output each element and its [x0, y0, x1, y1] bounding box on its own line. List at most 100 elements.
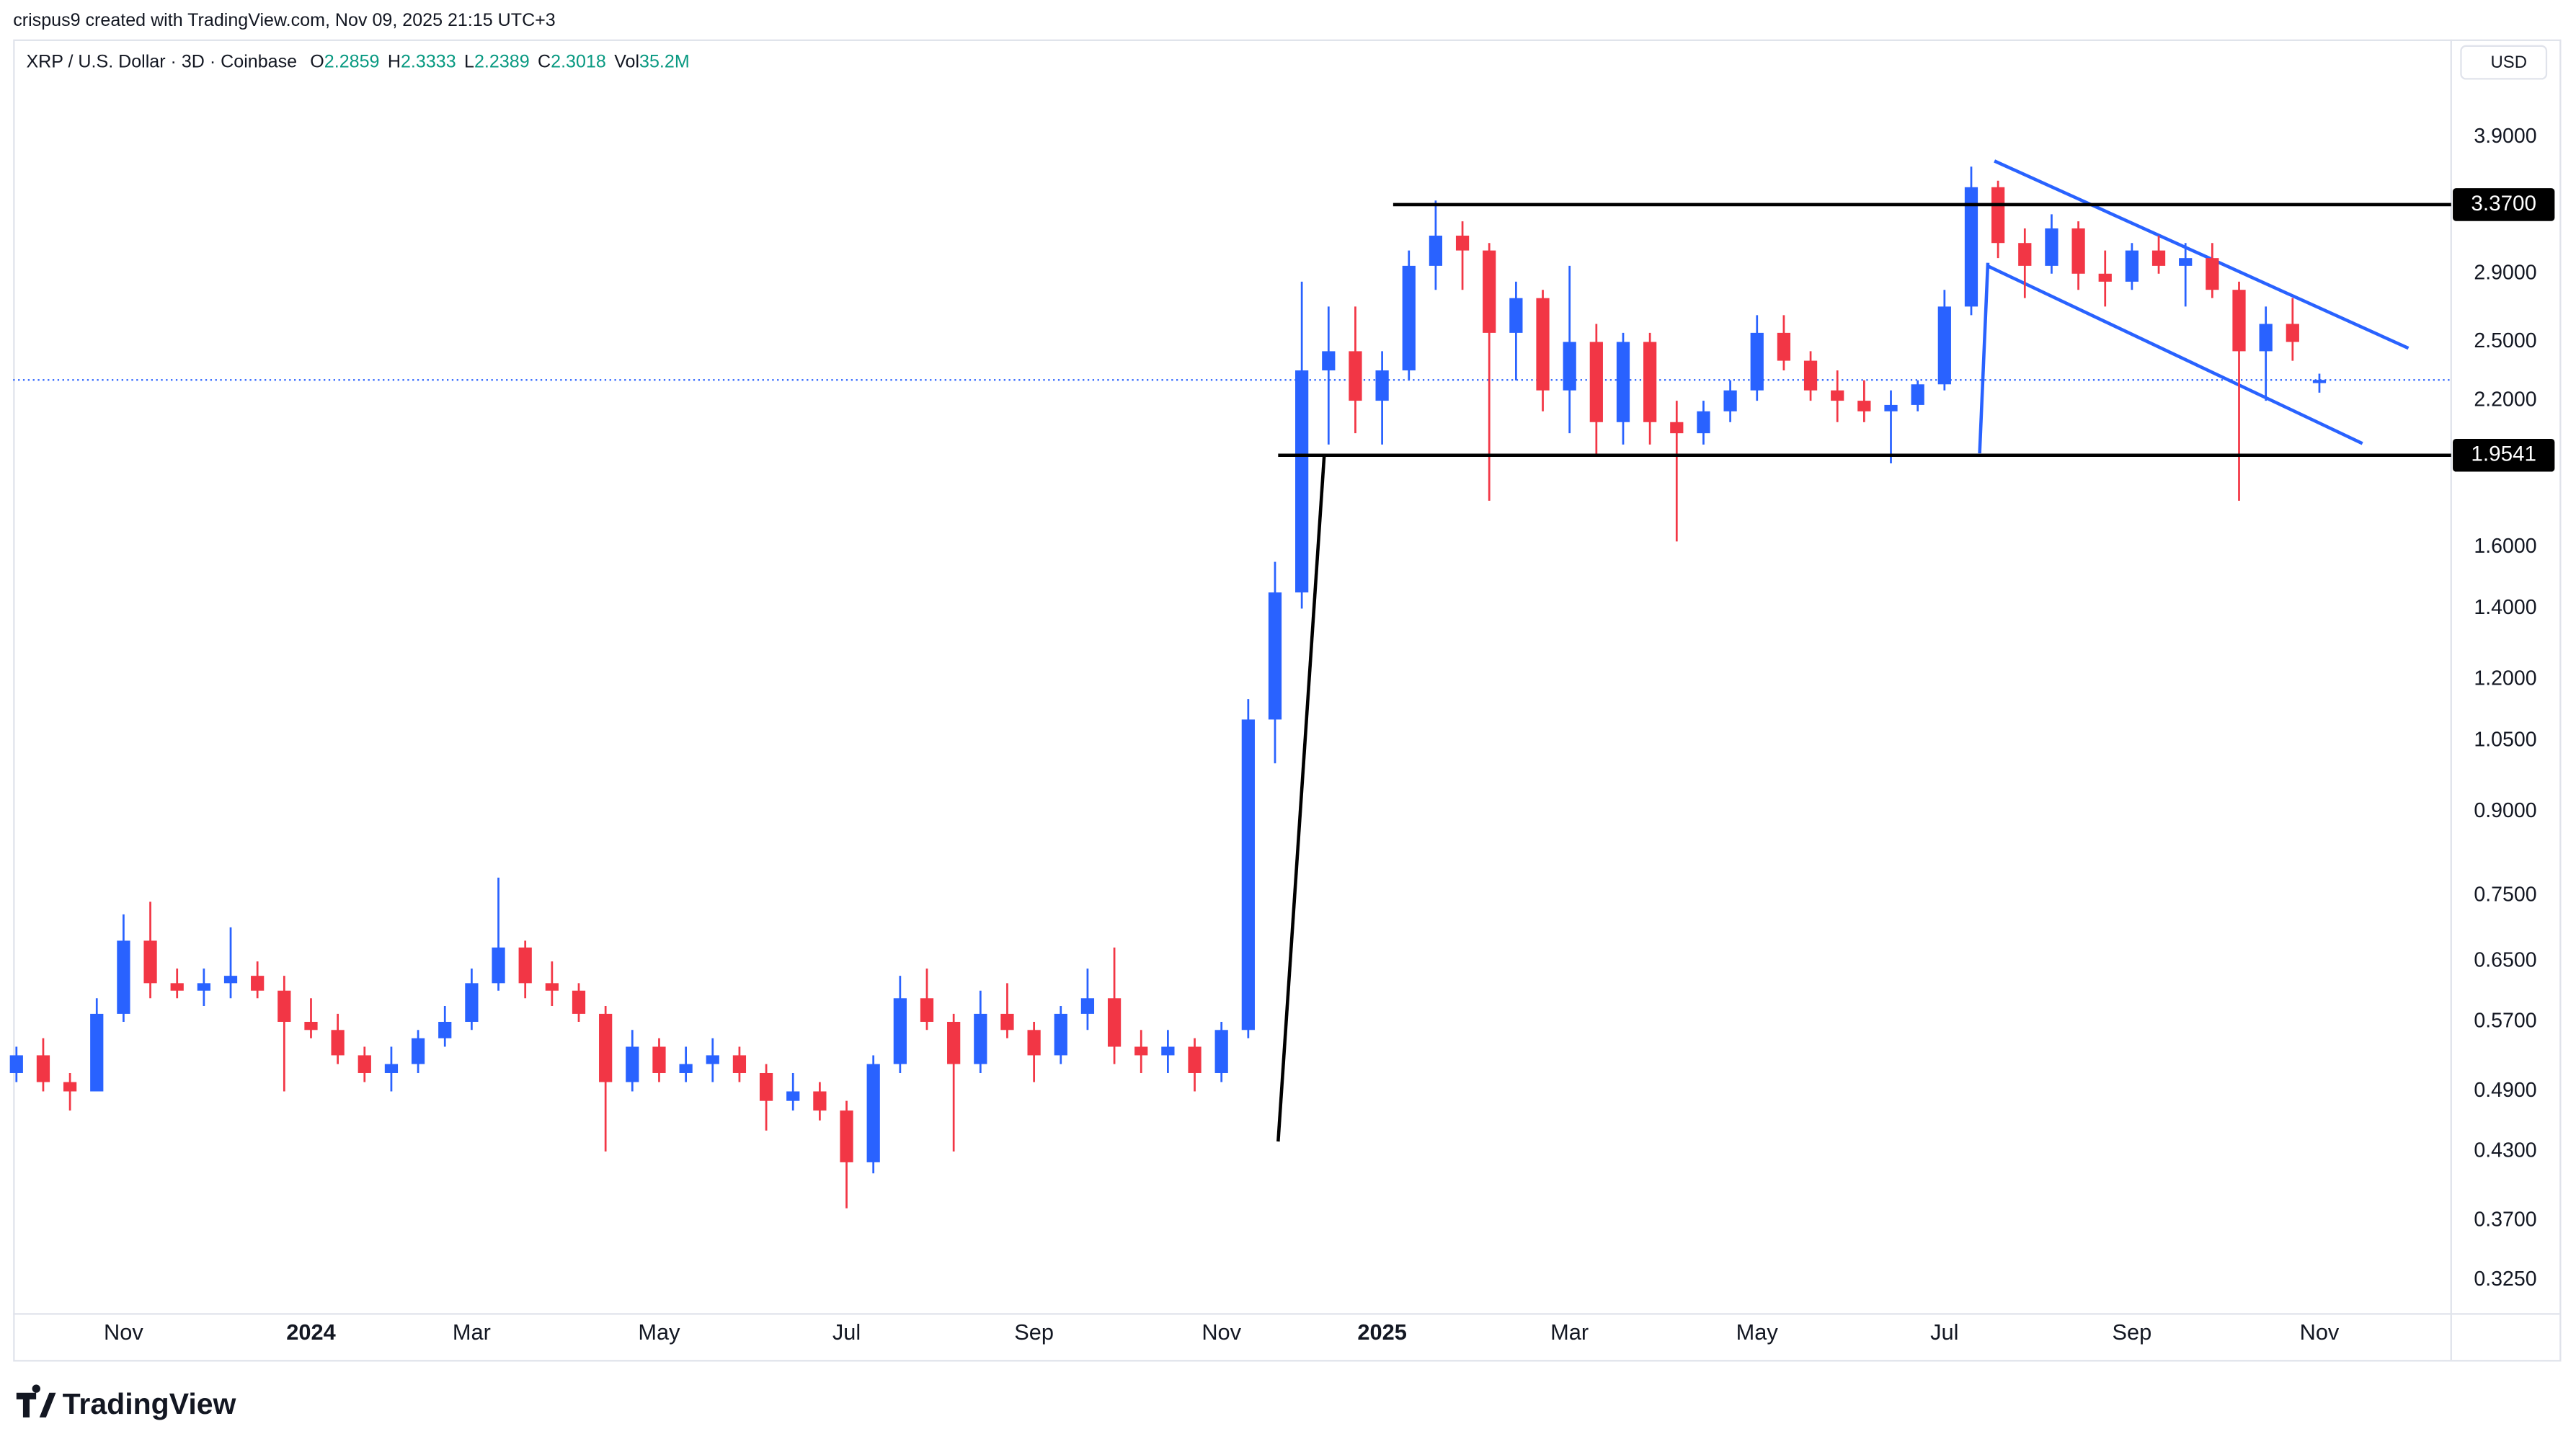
x-tick-label: Mar: [1550, 1319, 1589, 1345]
y-tick-label: 0.6500: [2474, 949, 2536, 972]
level-label-box: [2453, 438, 2555, 472]
x-tick-label: Mar: [453, 1319, 491, 1345]
candle-body: [384, 1064, 399, 1073]
candle-body: [2312, 380, 2327, 383]
candle-body: [170, 983, 184, 991]
candle-body: [545, 983, 559, 991]
x-tick-label: Jul: [832, 1319, 861, 1345]
candle-body: [63, 1082, 77, 1092]
currency-box[interactable]: [2460, 45, 2548, 80]
candle-body: [9, 1055, 23, 1073]
brand: TradingView: [16, 1384, 236, 1420]
candle-body: [1563, 342, 1576, 391]
candle-body: [2259, 324, 2273, 352]
candle-body: [1777, 332, 1791, 361]
candle-body: [492, 947, 505, 984]
y-tick-label: 0.4900: [2474, 1079, 2536, 1102]
y-tick-label: 2.9000: [2474, 261, 2536, 284]
ohlc-label: H: [388, 51, 401, 71]
candle-body: [679, 1064, 693, 1073]
y-tick-label: 0.9000: [2474, 799, 2536, 822]
x-tick-label: Nov: [2300, 1319, 2340, 1345]
trend-line: [1978, 262, 1990, 454]
candle-body: [1937, 306, 1951, 385]
candle-body: [2098, 273, 2112, 282]
y-tick-label: 1.0500: [2474, 729, 2536, 752]
y-tick-label: 3.9000: [2474, 125, 2536, 148]
y-tick-label: 2.2000: [2474, 388, 2536, 411]
level-label: 1.9541: [2471, 442, 2536, 466]
x-tick-label: May: [1736, 1319, 1779, 1345]
chart-frame: [13, 39, 2562, 1362]
candle-body: [1027, 1030, 1041, 1056]
candle-body: [411, 1038, 425, 1064]
channel-lower: [1987, 264, 2363, 445]
candle-body: [1670, 422, 1684, 434]
candle-body: [304, 1022, 318, 1030]
candle-body: [438, 1022, 452, 1038]
candle-body: [1080, 998, 1095, 1014]
y-tick-label: 2.5000: [2474, 329, 2536, 352]
candle-body: [572, 990, 586, 1014]
candle-body: [251, 976, 265, 991]
candle-body: [813, 1091, 827, 1111]
ohlc-label: C: [538, 51, 551, 71]
candle-body: [1349, 351, 1362, 401]
ohlc-value: 2.2389: [474, 51, 530, 71]
candle-body: [1911, 384, 1924, 405]
candle-body: [2286, 324, 2299, 342]
ohlc-value: 2.2859: [324, 51, 380, 71]
x-tick-label: Sep: [1014, 1319, 1054, 1345]
level-label: 3.3700: [2471, 192, 2536, 215]
candle-body: [1054, 1013, 1067, 1056]
candle-body: [1322, 351, 1336, 370]
candle-body: [1188, 1046, 1202, 1073]
y-tick-label: 0.7500: [2474, 883, 2536, 906]
candle-body: [920, 998, 934, 1023]
candle-body: [1857, 401, 1871, 411]
candle-body: [1161, 1046, 1175, 1056]
x-tick-label: Sep: [2113, 1319, 2152, 1345]
brand-name: TradingView: [63, 1387, 236, 1420]
candle-body: [1723, 390, 1737, 411]
candle-body: [1589, 342, 1603, 422]
candle-body: [1402, 265, 1416, 370]
candle-body: [1268, 592, 1282, 720]
candle-body: [277, 990, 291, 1023]
candle-body: [1536, 298, 1550, 391]
candle-body: [893, 998, 907, 1064]
candle-body: [1616, 342, 1630, 422]
x-tick-label: Nov: [104, 1319, 143, 1345]
ohlc-label: Vol: [614, 51, 639, 71]
level-label-box: [2453, 188, 2555, 221]
y-tick-label: 1.6000: [2474, 535, 2536, 558]
candle-body: [732, 1055, 747, 1073]
candle-body: [2045, 228, 2058, 266]
attribution: crispus9 created with TradingView.com, N…: [13, 10, 556, 30]
y-tick-label: 0.3250: [2474, 1268, 2536, 1291]
candle-body: [2125, 250, 2139, 282]
symbol-title: XRP / U.S. Dollar · 3D · Coinbase: [26, 51, 297, 71]
candle-body: [840, 1110, 853, 1162]
candle-body: [866, 1064, 880, 1162]
candle-body: [331, 1030, 345, 1056]
candle-body: [1831, 390, 1844, 401]
candle-body: [759, 1072, 773, 1101]
candle-body: [1375, 370, 1389, 401]
x-tick-label: 2025: [1357, 1319, 1406, 1345]
candle-body: [1107, 998, 1122, 1047]
candle-body: [90, 1013, 104, 1092]
x-tick-label: Jul: [1930, 1319, 1958, 1345]
candle-body: [465, 983, 479, 1023]
ohlc-value: 35.2M: [639, 51, 690, 71]
y-tick-label: 1.4000: [2474, 596, 2536, 619]
candle-body: [1991, 187, 2005, 244]
candle-body: [2018, 243, 2032, 266]
candle-body: [518, 947, 532, 984]
candle-body: [36, 1055, 50, 1082]
channel-upper: [1994, 159, 2410, 350]
currency[interactable]: USD: [2490, 53, 2527, 72]
ohlc-label: L: [464, 51, 474, 71]
candle-body: [1803, 360, 1818, 391]
ohlc-value: 2.3018: [551, 51, 606, 71]
